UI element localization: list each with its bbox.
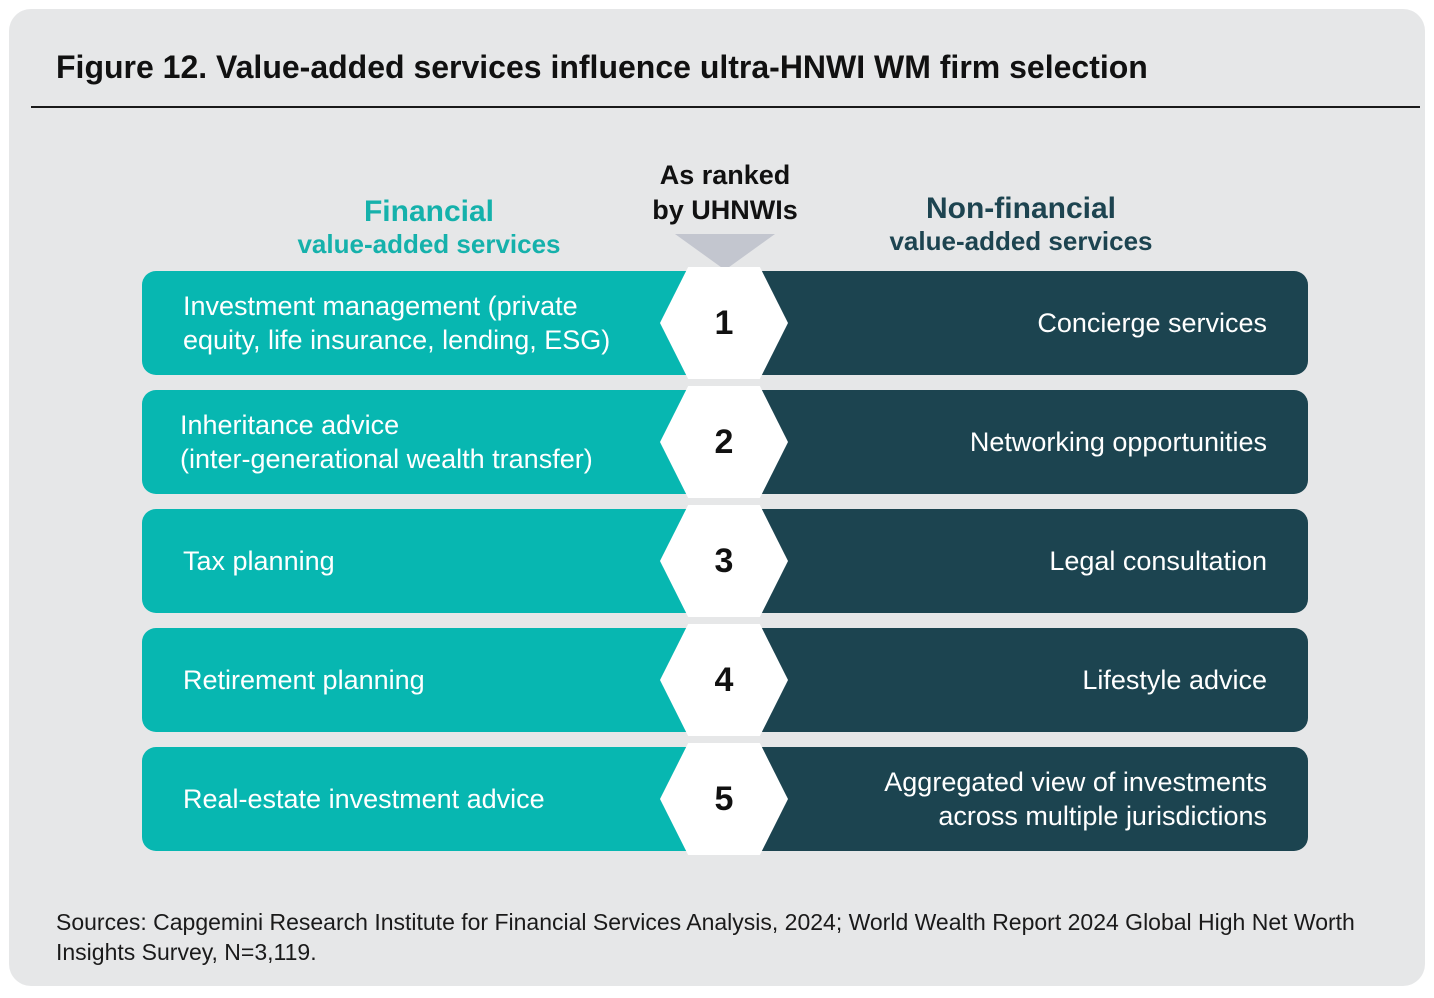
nonfinancial-bar xyxy=(722,390,1308,494)
figure-title: Figure 12. Value-added services influenc… xyxy=(56,49,1148,85)
nonfinancial-header-title: Non-financial xyxy=(925,192,1116,225)
financial-service-label: Real-estate investment advice xyxy=(183,783,545,814)
financial-bar xyxy=(142,509,742,613)
nonfinancial-service-label: Concierge services xyxy=(1037,307,1267,338)
rank-hexagon-badge: 3 xyxy=(660,505,788,617)
rank-row-4: Retirement planning Lifestyle advice 4 xyxy=(142,624,1308,736)
financial-bar xyxy=(142,747,742,851)
nonfinancial-bar xyxy=(722,271,1308,375)
rank-hexagon-badge: 1 xyxy=(660,267,788,379)
nonfinancial-service-label: Lifestyle advice xyxy=(1082,664,1267,695)
nonfinancial-bar xyxy=(722,628,1308,732)
nonfinancial-service-label: Aggregated view of investments across mu… xyxy=(884,766,1267,831)
financial-service-label: Inheritance advice (inter-generational w… xyxy=(180,409,593,474)
financial-service-label: Investment management (private equity, l… xyxy=(183,290,611,355)
financial-service-label: Tax planning xyxy=(183,545,335,576)
rank-hexagon-badge: 5 xyxy=(660,743,788,855)
nonfinancial-bar xyxy=(722,509,1308,613)
financial-header-subtitle: value-added services xyxy=(297,228,561,259)
nonfinancial-header-subtitle: value-added services xyxy=(889,225,1153,256)
rank-row-1: Investment management (private equity, l… xyxy=(142,267,1308,379)
financial-header-title: Financial xyxy=(363,195,495,228)
rank-column-header: As ranked by UHNWIs xyxy=(652,160,798,225)
figure-card: Figure 12. Value-added services influenc… xyxy=(9,9,1425,986)
nonfinancial-column-header: Non-financial value-added services xyxy=(851,192,1191,256)
financial-bar xyxy=(142,390,742,494)
rank-row-5: Real-estate investment advice Aggregated… xyxy=(142,743,1308,855)
sources-footnote: Sources: Capgemini Research Institute fo… xyxy=(56,909,1355,965)
nonfinancial-bar xyxy=(722,747,1308,851)
rank-hexagon-badge: 2 xyxy=(660,386,788,498)
rank-hexagon-badge: 4 xyxy=(660,624,788,736)
financial-bar xyxy=(142,271,742,375)
financial-service-label: Retirement planning xyxy=(183,664,425,695)
title-divider xyxy=(31,106,1420,108)
rank-down-arrow-icon xyxy=(675,234,775,270)
rank-row-2: Inheritance advice (inter-generational w… xyxy=(142,386,1308,498)
nonfinancial-service-label: Legal consultation xyxy=(1049,545,1267,576)
nonfinancial-service-label: Networking opportunities xyxy=(969,426,1267,457)
financial-bar xyxy=(142,628,742,732)
rank-row-3: Tax planning Legal consultation 3 xyxy=(142,505,1308,617)
financial-column-header: Financial value-added services xyxy=(259,195,599,259)
